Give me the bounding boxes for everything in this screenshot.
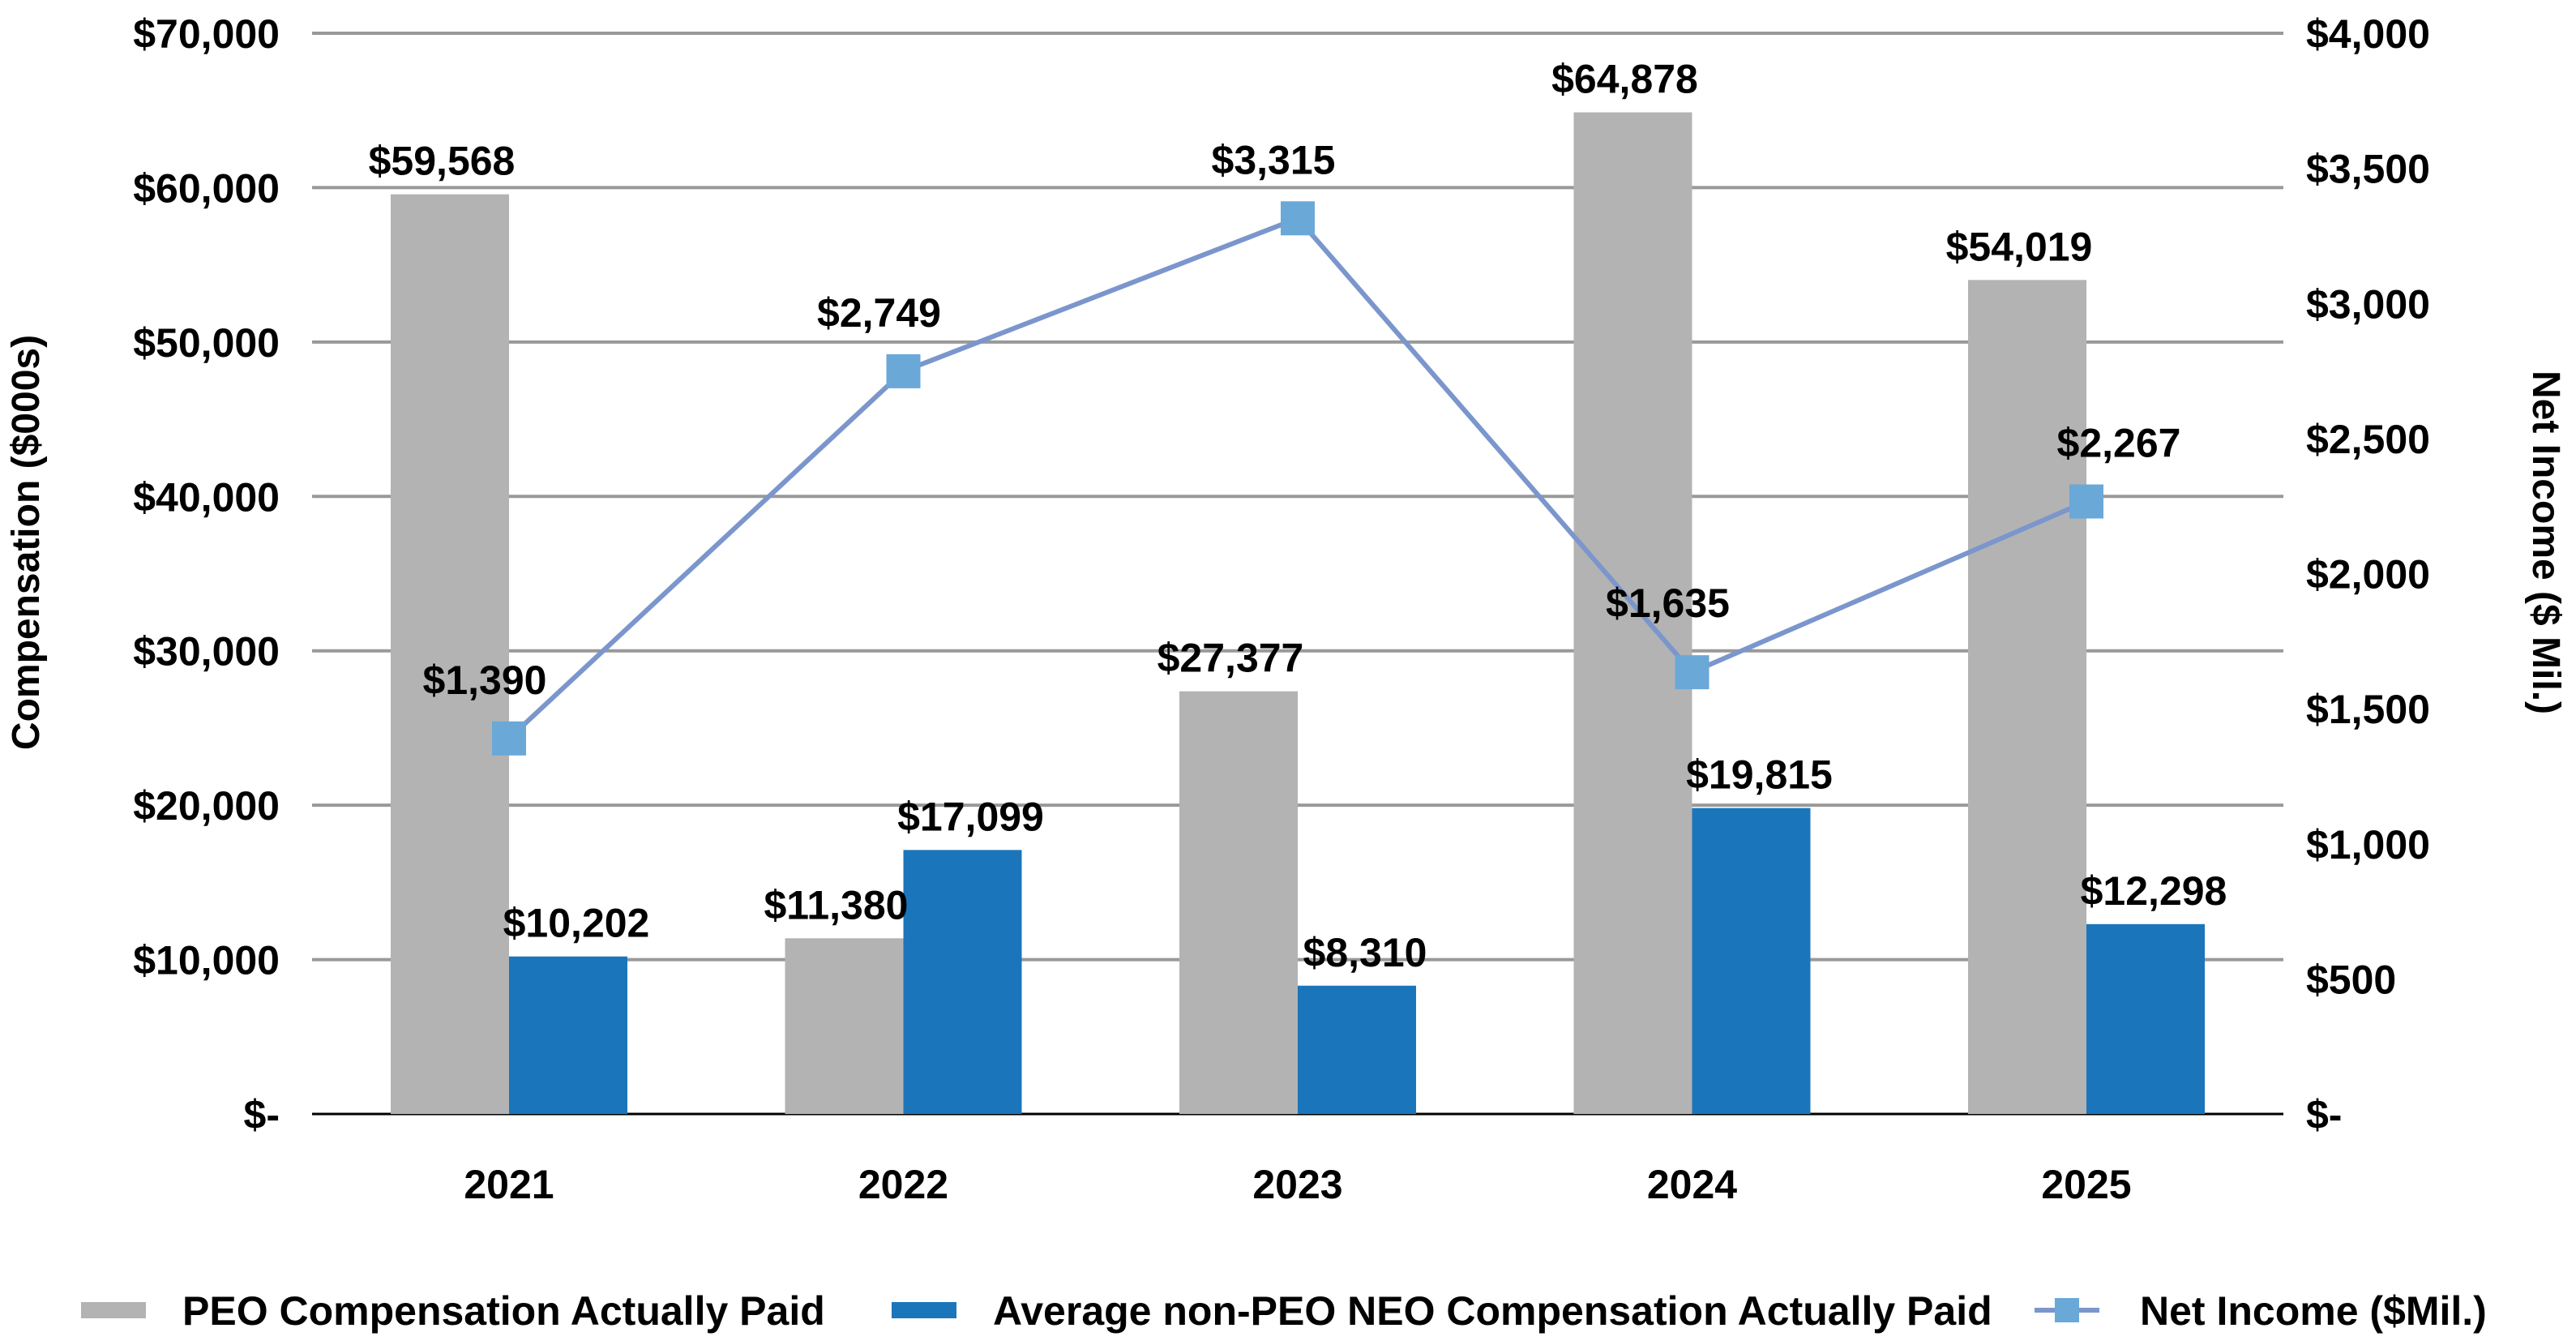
- net-income-marker: [2069, 484, 2103, 519]
- legend-peo-label: PEO Compensation Actually Paid: [182, 1288, 825, 1334]
- net-income-line: [492, 201, 2103, 756]
- legend: PEO Compensation Actually Paid Average no…: [81, 1288, 2487, 1334]
- net-income-data-label: $2,749: [817, 290, 941, 336]
- net-income-marker: [1675, 655, 1709, 690]
- legend-net-income-label: Net Income ($Mil.): [2140, 1288, 2487, 1334]
- y-tick-label: $50,000: [133, 320, 280, 366]
- neo-data-label: $12,298: [2081, 868, 2227, 914]
- bars: [391, 112, 2205, 1115]
- y2-tick-label: $2,500: [2306, 417, 2430, 462]
- y2-tick-label: $3,000: [2306, 281, 2430, 327]
- y2-tick-label: $-: [2306, 1092, 2342, 1137]
- peo-data-label: $64,878: [1551, 57, 1698, 102]
- peo-bar: [1179, 691, 1298, 1114]
- net-income-data-label: $1,390: [423, 658, 547, 703]
- neo-bar: [1298, 985, 1416, 1114]
- y-tick-label: $60,000: [133, 165, 280, 211]
- neo-data-label: $8,310: [1303, 930, 1427, 975]
- net-income-marker: [886, 353, 921, 388]
- peo-bar: [785, 938, 904, 1114]
- y2-tick-label: $500: [2306, 957, 2396, 1002]
- neo-bar: [903, 850, 1022, 1114]
- neo-bar: [2086, 923, 2205, 1114]
- peo-data-label: $11,380: [764, 882, 909, 928]
- peo-data-label: $59,568: [369, 139, 516, 184]
- peo-bar: [391, 194, 509, 1115]
- x-tick-label: 2023: [1252, 1162, 1342, 1207]
- y-tick-label: $40,000: [133, 474, 280, 520]
- legend-net-income-marker: [2055, 1298, 2079, 1322]
- x-tick-label: 2021: [464, 1162, 554, 1207]
- y2-tick-label: $4,000: [2306, 11, 2430, 57]
- y2-tick-label: $3,500: [2306, 147, 2430, 192]
- net-income-data-label: $1,635: [1606, 581, 1730, 626]
- y2-axis-title: Net Income ($ Mil.): [2524, 371, 2567, 714]
- legend-peo-swatch: [81, 1302, 146, 1318]
- y-tick-label: $-: [244, 1092, 280, 1137]
- peo-bar: [1573, 112, 1692, 1115]
- net-income-marker: [492, 721, 526, 756]
- peo-bar: [1968, 280, 2086, 1114]
- y-axis-title: Compensation ($000s): [5, 335, 48, 750]
- net-income-data-label: $3,315: [1212, 137, 1336, 182]
- legend-neo-label: Average non-PEO NEO Compensation Actuall…: [993, 1288, 1992, 1334]
- y-tick-label: $30,000: [133, 629, 280, 675]
- neo-data-label: $10,202: [503, 901, 650, 946]
- x-tick-label: 2024: [1647, 1162, 1737, 1207]
- peo-data-label: $54,019: [1946, 224, 2093, 269]
- legend-neo-swatch: [892, 1302, 956, 1318]
- y2-tick-label: $1,000: [2306, 822, 2430, 868]
- y-tick-label: $70,000: [133, 11, 280, 57]
- peo-data-label: $27,377: [1157, 636, 1304, 681]
- y-tick-label: $10,000: [133, 938, 280, 983]
- net-income-data-label: $2,267: [2057, 421, 2181, 466]
- neo-bar: [509, 956, 627, 1114]
- x-tick-label: 2022: [858, 1162, 948, 1207]
- y-tick-label: $20,000: [133, 783, 280, 829]
- net-income-marker: [1281, 201, 1315, 236]
- neo-data-label: $19,815: [1686, 752, 1833, 798]
- neo-data-label: $17,099: [897, 794, 1044, 839]
- y2-tick-label: $2,000: [2306, 552, 2430, 598]
- x-tick-label: 2025: [2041, 1162, 2131, 1207]
- labels: $- $10,000 $20,000 $30,000 $40,000 $50,000 $60…: [133, 11, 2430, 1207]
- neo-bar: [1692, 808, 1811, 1114]
- y2-tick-label: $1,500: [2306, 687, 2430, 732]
